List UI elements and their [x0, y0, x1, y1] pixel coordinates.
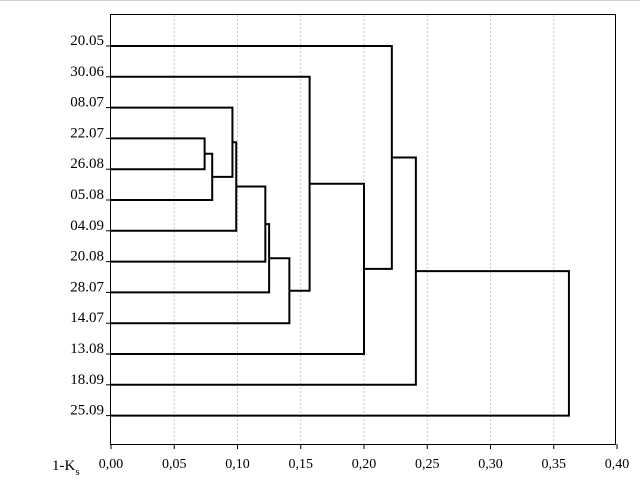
y-axis-ticks [106, 45, 111, 417]
leaf-labels: 20.05 30.06 08.07 22.07 26.08 05.08 04.09 20.08… [70, 33, 104, 419]
x-tick-label: 0,10 [225, 457, 250, 472]
x-axis-title: 1-Ks [52, 458, 80, 478]
leaf-label: 13.08 [70, 341, 104, 357]
x-axis-title-main: 1-K [52, 458, 75, 474]
grid-lines [173, 15, 555, 444]
x-tick-label: 0,20 [352, 457, 377, 472]
leaf-label: 28.07 [70, 279, 104, 295]
dendrogram-link [111, 141, 238, 232]
x-tick-label: 0,30 [478, 457, 503, 472]
dendrogram-link [111, 137, 206, 171]
leaf-label: 08.07 [70, 95, 104, 111]
leaf-label: 05.08 [70, 187, 104, 203]
dendrogram-link [111, 270, 570, 417]
dendrogram-link [111, 152, 214, 201]
dendrogram-link [111, 185, 267, 263]
plot-frame [110, 14, 616, 445]
x-tick-labels: 0,00 0,05 0,10 0,15 0,20 0,25 0,30 0,35 0,40 [99, 457, 630, 472]
leaf-label: 25.09 [70, 403, 104, 419]
x-tick-label: 0,00 [99, 457, 124, 472]
dendrogram-links [111, 45, 570, 417]
leaf-label: 18.09 [70, 372, 104, 388]
leaf-label: 20.08 [70, 249, 104, 265]
dendrogram-link [111, 156, 417, 386]
dendrogram-link [111, 106, 234, 178]
leaf-label: 14.07 [70, 310, 104, 326]
leaf-label: 26.08 [70, 156, 104, 172]
x-tick-label: 0,25 [415, 457, 440, 472]
x-tick-label: 0,35 [542, 457, 567, 472]
x-tick-label: 0,05 [162, 457, 187, 472]
dendrogram-link [111, 45, 393, 270]
x-tick-label: 0,40 [605, 457, 630, 472]
x-axis-ticks [110, 444, 618, 449]
leaf-label: 04.09 [70, 218, 104, 234]
x-axis-title-subscript: s [75, 466, 79, 478]
leaf-label: 22.07 [70, 125, 104, 141]
dendrogram-link [111, 257, 291, 325]
dendrogram-link [111, 223, 271, 294]
leaf-label: 20.05 [70, 33, 104, 49]
leaf-label: 30.06 [70, 64, 104, 80]
x-tick-label: 0,15 [289, 457, 314, 472]
